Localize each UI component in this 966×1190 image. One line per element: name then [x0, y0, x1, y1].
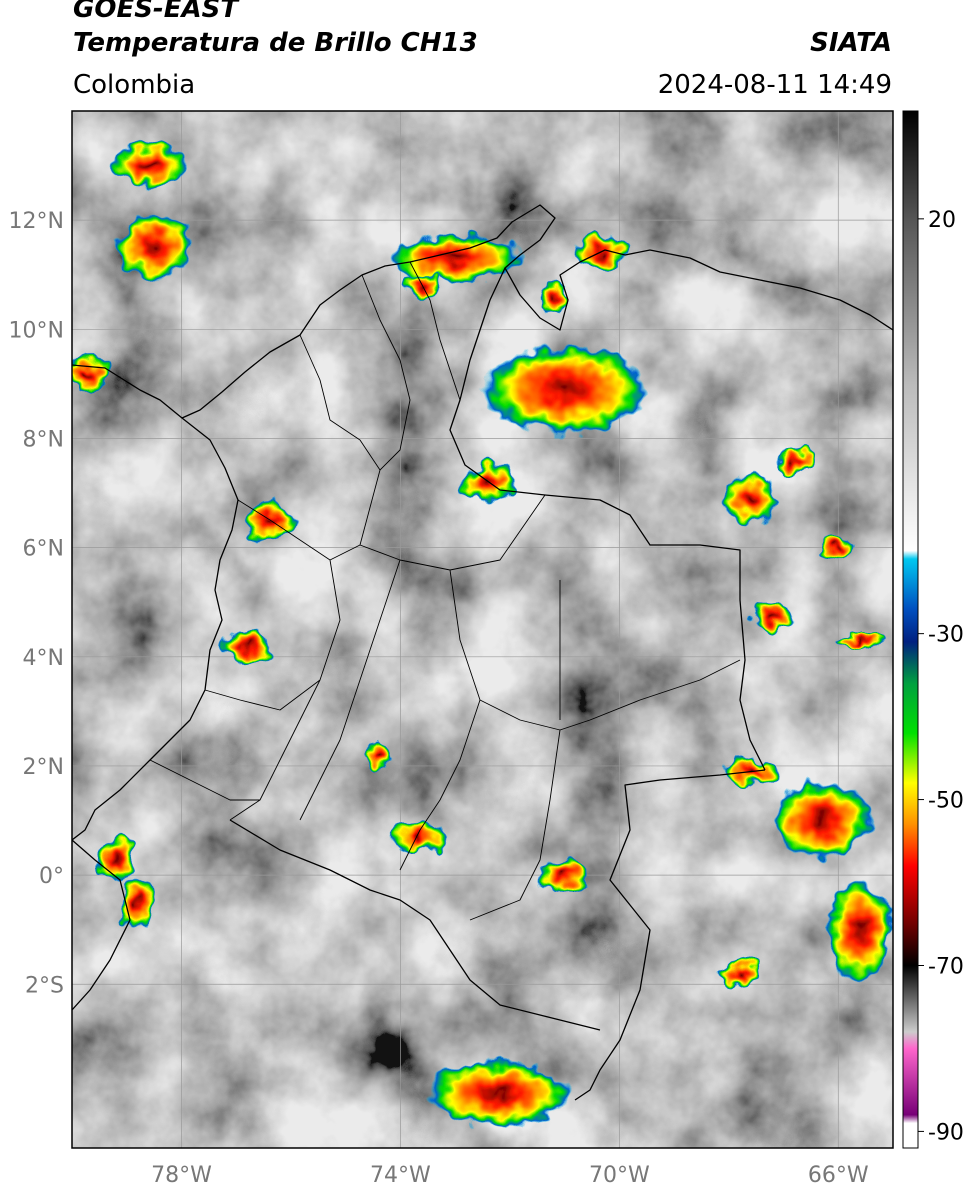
- lat-tick-label: 8°N: [23, 427, 64, 452]
- storm-cell: [827, 880, 893, 979]
- lat-tick-label: 0°: [39, 864, 64, 889]
- storm-cell: [118, 875, 157, 930]
- coastline-pacific: [72, 417, 239, 841]
- storm-cell: [720, 959, 759, 987]
- longitude-ticks: 78°W 74°W 70°W 66°W: [151, 1163, 869, 1188]
- coastline-caribbean: [72, 204, 893, 419]
- storm-cell: [72, 356, 111, 390]
- storm-cell: [723, 473, 779, 524]
- storm-cell: [482, 345, 647, 434]
- convective-cells: [72, 143, 893, 1127]
- lat-tick-label: 12°N: [9, 209, 64, 234]
- storm-cell: [364, 741, 393, 769]
- agency-label: SIATA: [810, 28, 892, 58]
- colorbar-tick-label: -30: [928, 623, 964, 648]
- storm-cell: [578, 233, 628, 273]
- storm-cell: [537, 858, 592, 892]
- lon-tick-label: 78°W: [151, 1163, 212, 1188]
- storm-cell: [115, 214, 193, 281]
- colorbar-ramp: [903, 111, 918, 1148]
- storm-cell: [427, 1060, 571, 1127]
- storm-cell: [772, 782, 872, 859]
- colorbar-tick-label: -70: [928, 954, 964, 979]
- storm-cell: [110, 143, 187, 188]
- lat-tick-label: 4°N: [23, 646, 64, 671]
- colorbar-frame: [902, 110, 919, 1149]
- coast-ecuador-peru: [72, 839, 131, 1011]
- lat-tick-label: 10°N: [9, 318, 64, 343]
- boundaries: [72, 204, 893, 1101]
- colorbar-tick-label: -90: [928, 1120, 964, 1145]
- storm-cell: [222, 629, 272, 663]
- border-colombia-venezuela: [449, 267, 766, 771]
- colorbar-tick-label: -50: [928, 789, 964, 814]
- lat-tick-label: 2°N: [23, 755, 64, 780]
- lon-tick-label: 74°W: [370, 1163, 431, 1188]
- lat-tick-label: 2°S: [25, 973, 64, 998]
- storm-cell: [747, 604, 798, 633]
- latitude-ticks: 12°N 10°N 8°N 6°N 4°N 2°N 0° 2°S: [9, 209, 64, 998]
- border-colombia-brazil: [574, 769, 766, 1101]
- storm-cell: [775, 446, 814, 474]
- storm-cell: [389, 233, 521, 283]
- border-colombia-peru-ecuador: [229, 819, 601, 1031]
- storm-cell: [537, 280, 571, 313]
- datetime-label: 2024-08-11 14:49: [657, 70, 892, 100]
- lon-tick-label: 70°W: [589, 1163, 650, 1188]
- colorbar-ticks: 20 -30 -50 -70 -90: [918, 208, 964, 1145]
- product-title: Temperatura de Brillo CH13: [73, 28, 478, 58]
- internal-departments: [149, 261, 741, 921]
- lon-tick-label: 66°W: [808, 1163, 869, 1188]
- region-label: Colombia: [73, 70, 196, 100]
- map-frame: [71, 110, 894, 1149]
- storm-cell: [96, 836, 135, 881]
- colorbar: 20 -30 -50 -70 -90: [902, 110, 964, 1149]
- lat-tick-label: 6°N: [23, 537, 64, 562]
- colorbar-tick-label: 20: [928, 208, 956, 233]
- storm-cell: [835, 632, 885, 649]
- satellite-title: GOES-EAST: [73, 0, 239, 24]
- storm-cell: [821, 535, 855, 560]
